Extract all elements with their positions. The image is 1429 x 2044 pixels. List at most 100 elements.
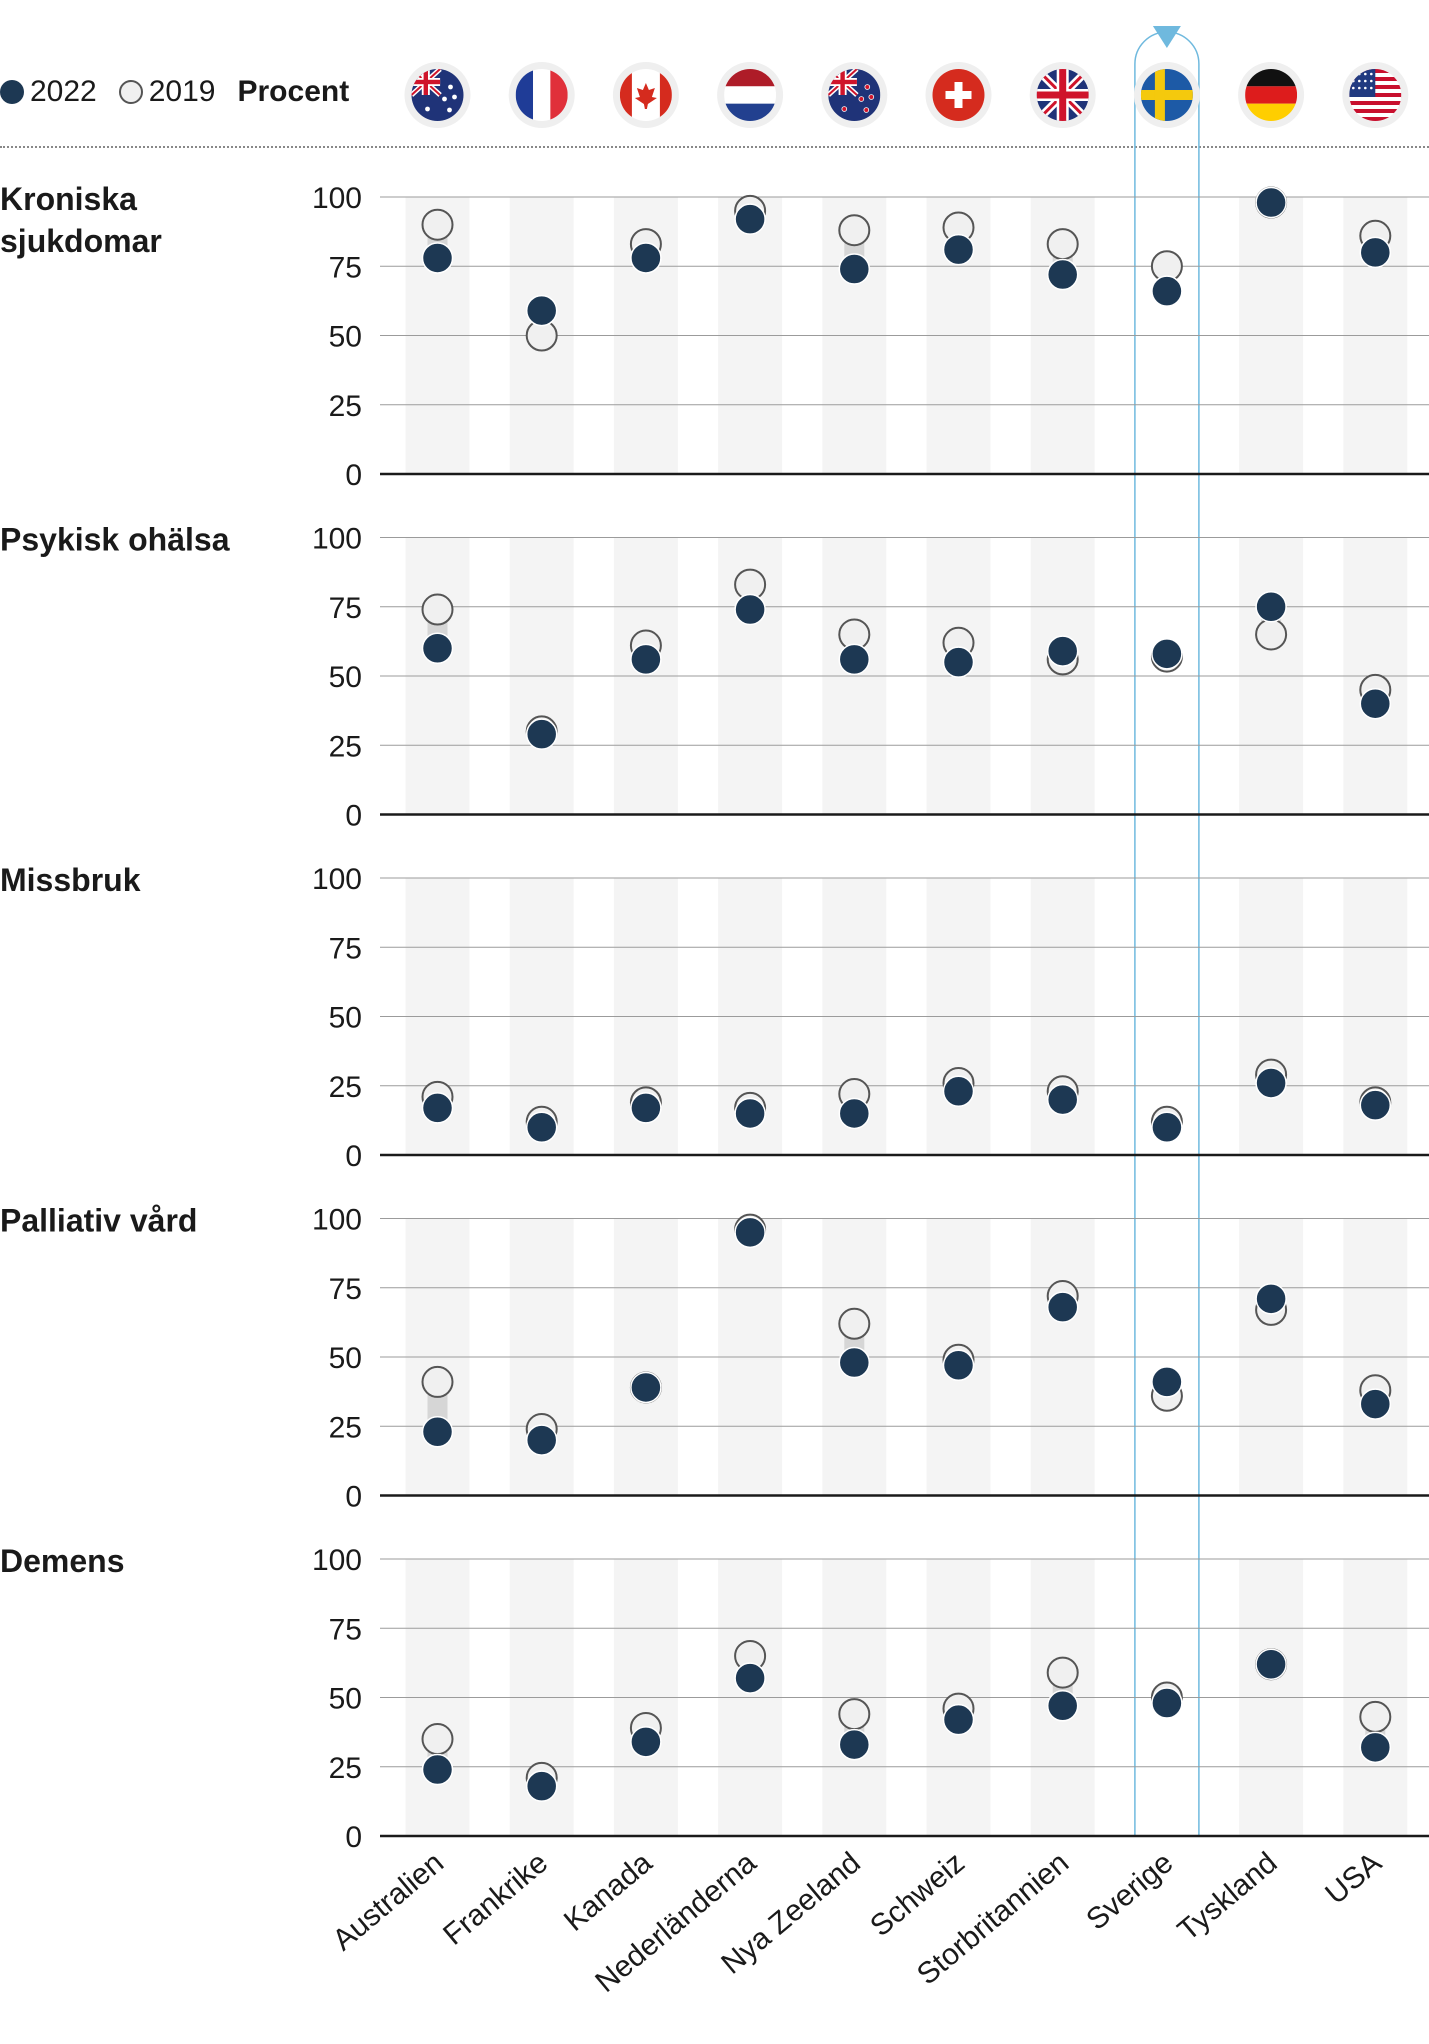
australia-flag-icon [404, 62, 471, 128]
dot-2022 [734, 203, 766, 235]
new-zealand-flag-icon [821, 62, 888, 128]
flag-star [1370, 79, 1373, 83]
flag-star [864, 84, 871, 90]
header-divider [0, 146, 1429, 148]
y-tick-label: 25 [329, 390, 362, 423]
country-label: Kanada [558, 1846, 659, 1938]
flag-star [448, 84, 453, 90]
flag-star [1358, 86, 1361, 90]
dot-2019 [421, 593, 454, 626]
y-tick-label: 75 [329, 1613, 362, 1646]
legend: 2022 2019 Procent [0, 72, 349, 112]
flag-shape [945, 91, 972, 99]
sweden-flag-icon [1133, 62, 1200, 128]
dot-2022 [1046, 1083, 1079, 1116]
flag-shape [1245, 69, 1298, 87]
legend-label-2019: 2019 [148, 75, 216, 108]
dot-2022 [630, 1726, 662, 1758]
flag-graphic [724, 69, 777, 121]
dot-2019 [421, 208, 454, 241]
panel-title: Missbruk [0, 862, 141, 898]
dot-2022 [1151, 1366, 1183, 1398]
flag-shape [1349, 113, 1402, 118]
y-tick-label: 0 [345, 1481, 362, 1514]
dot-2022 [630, 242, 662, 274]
flag-shape [1245, 103, 1298, 121]
flag-graphic [1140, 69, 1193, 121]
panel-title-line: Palliativ vård [0, 1203, 197, 1239]
y-tick-label: 25 [329, 1411, 362, 1444]
dot-2019 [838, 1698, 871, 1731]
flag-shape [1349, 105, 1402, 110]
dot-2022 [1255, 1283, 1287, 1315]
flag-graphic [515, 69, 568, 121]
dot-2022 [1359, 1388, 1392, 1420]
flag-shape [1245, 86, 1298, 104]
dot-2022 [1359, 236, 1392, 269]
dot-2022 [838, 643, 871, 676]
y-tick-label: 100 [312, 182, 362, 215]
flag-star [1370, 72, 1373, 76]
dot-2022 [525, 1111, 558, 1144]
flag-shape [550, 69, 568, 121]
y-tick-label: 25 [329, 1752, 362, 1785]
flag-shape [515, 69, 534, 121]
flag-star [1358, 79, 1361, 83]
dot-2022 [630, 1371, 662, 1404]
dot-2019 [1046, 1656, 1079, 1689]
flag-shape [1349, 101, 1402, 106]
flag-star [1364, 72, 1367, 76]
dot-2022 [942, 1075, 975, 1108]
dot-2022 [1046, 1291, 1079, 1323]
y-tick-label: 50 [329, 321, 362, 354]
flag-shape [724, 103, 777, 121]
dot-2022 [1046, 1690, 1079, 1722]
y-tick-label: 25 [329, 730, 362, 763]
flag-shape [724, 86, 777, 104]
flag-star [452, 94, 457, 100]
dot-2022 [1151, 638, 1183, 670]
panel-title: Demens [0, 1543, 125, 1579]
dot-2022 [421, 1416, 454, 1448]
flag-shape [1036, 91, 1089, 99]
y-tick-label: 25 [329, 1071, 362, 1104]
flag-star [447, 107, 452, 113]
flag-graphic [1036, 69, 1089, 121]
canada-flag-icon [612, 62, 679, 128]
dot-2022 [942, 233, 975, 266]
y-tick-label: 100 [312, 1544, 362, 1577]
y-tick-label: 75 [329, 932, 362, 965]
panel-3: 0 25 50 75 100 Missbruk [0, 862, 1429, 1173]
panel-5: 0 25 50 75 100 Demens [0, 1543, 1429, 1854]
united-kingdom-flag-icon [1029, 62, 1096, 128]
flag-shape [533, 69, 551, 121]
dot-2022 [1151, 1687, 1183, 1719]
dot-2019 [421, 1365, 454, 1398]
dot-2022 [942, 646, 975, 678]
dot-2022 [525, 1770, 558, 1802]
y-tick-label: 0 [345, 1821, 362, 1854]
flag-shape [411, 79, 441, 85]
dot-2022 [1359, 687, 1392, 720]
flag-star [1370, 86, 1373, 90]
dot-2019 [838, 1307, 871, 1340]
country-label: Sverige [1080, 1846, 1179, 1937]
dot-2022 [942, 1349, 975, 1382]
y-tick-label: 0 [345, 800, 362, 833]
legend-dot-2019 [118, 80, 143, 104]
germany-flag-icon [1238, 62, 1305, 128]
panel-title: Kroniska sjukdomar [0, 181, 162, 259]
switzerland-flag-icon [925, 62, 992, 128]
maple-leaf [634, 83, 657, 109]
flag-shape [828, 79, 857, 85]
flag-graphic [1349, 69, 1402, 121]
flag-star [442, 96, 447, 102]
dot-2022 [1255, 1648, 1287, 1681]
dot-2022 [525, 294, 558, 327]
flag-shape [724, 69, 777, 87]
dot-2022 [630, 643, 662, 676]
flag-shape [1349, 97, 1402, 102]
dot-2022 [421, 1753, 454, 1786]
panel-2: 0 25 50 75 100 Psykisk ohälsa [0, 522, 1429, 833]
flag-star [858, 96, 865, 102]
